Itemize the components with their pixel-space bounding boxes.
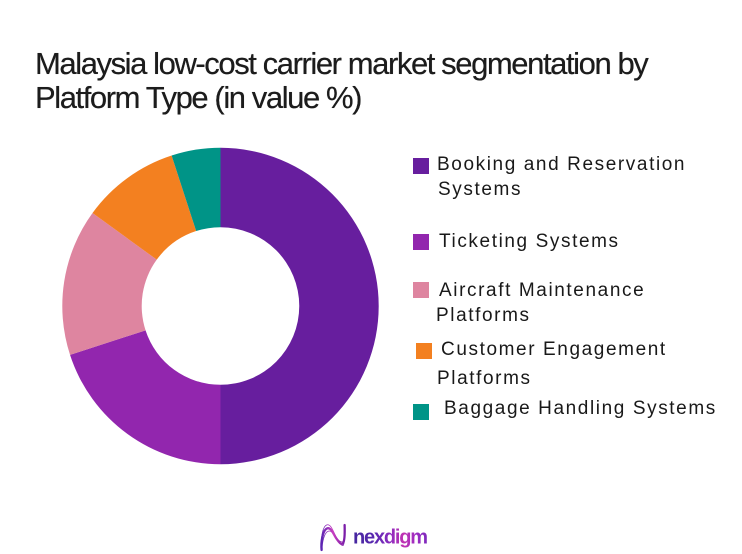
svg-text:nexdigm: nexdigm — [353, 527, 427, 549]
